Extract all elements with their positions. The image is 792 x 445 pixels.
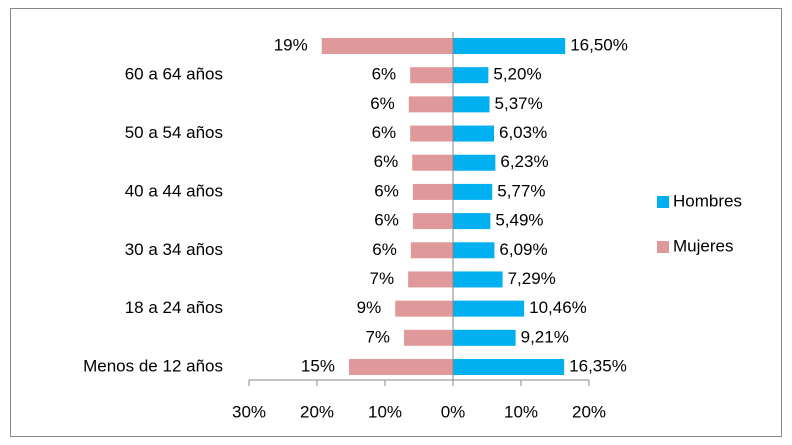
data-label: 15% — [301, 356, 335, 375]
y-tick-label: 50 a 54 años — [125, 123, 223, 142]
data-label: 6% — [374, 211, 399, 230]
bar — [453, 154, 496, 171]
bar — [453, 300, 525, 317]
legend-label: Hombres — [673, 191, 742, 210]
legend-swatch — [657, 241, 669, 253]
x-tick-label: 20% — [300, 402, 334, 421]
bar — [453, 38, 566, 54]
bar — [408, 96, 453, 113]
data-label: 5,37% — [495, 94, 543, 113]
data-label: 6% — [370, 94, 395, 113]
x-tick-label: 10% — [504, 402, 538, 421]
bar — [412, 183, 453, 200]
data-label: 6% — [374, 152, 399, 171]
bar — [453, 359, 565, 375]
bar — [348, 359, 453, 375]
y-tick-label: 18 a 24 años — [125, 298, 223, 317]
x-tick-label: 0% — [441, 402, 466, 421]
bar — [453, 96, 490, 113]
bar — [410, 125, 453, 142]
data-label: 7,29% — [508, 269, 556, 288]
data-label: 5,20% — [493, 65, 541, 84]
bar — [408, 271, 453, 288]
bar — [453, 125, 495, 142]
data-label: 6,03% — [499, 123, 547, 142]
legend-label: Mujeres — [673, 236, 733, 255]
data-label: 7% — [370, 269, 395, 288]
legend-swatch — [657, 196, 669, 208]
bar — [453, 242, 495, 259]
data-label: 6% — [372, 65, 397, 84]
bar — [395, 300, 453, 317]
data-label: 9% — [357, 298, 382, 317]
data-label: 7% — [365, 327, 390, 346]
y-tick-label: 40 a 44 años — [125, 181, 223, 200]
data-label: 16,35% — [569, 356, 627, 375]
data-label: 10,46% — [529, 298, 587, 317]
data-label: 19% — [274, 35, 308, 54]
bar — [412, 154, 453, 171]
data-label: 6% — [372, 123, 397, 142]
bar — [453, 213, 491, 230]
data-label: 16,50% — [570, 35, 628, 54]
y-tick-label: 60 a 64 años — [125, 65, 223, 84]
x-tick-label: 20% — [572, 402, 606, 421]
bar — [453, 329, 516, 346]
bar — [321, 38, 453, 54]
data-label: 6% — [374, 181, 399, 200]
data-label: 5,77% — [497, 181, 545, 200]
bar — [410, 242, 453, 259]
data-label: 6,23% — [500, 152, 548, 171]
bar — [453, 183, 493, 200]
x-tick-label: 10% — [368, 402, 402, 421]
bar — [412, 213, 453, 230]
bar — [410, 67, 453, 84]
bar — [453, 67, 489, 84]
y-tick-label: Menos de 12 años — [83, 356, 223, 375]
data-label: 9,21% — [521, 327, 569, 346]
y-tick-label: 30 a 34 años — [125, 240, 223, 259]
data-label: 6,09% — [499, 240, 547, 259]
data-label: 6% — [372, 240, 397, 259]
data-label: 5,49% — [495, 211, 543, 230]
bar — [453, 271, 503, 288]
x-tick-label: 30% — [232, 402, 266, 421]
bar — [404, 329, 453, 346]
